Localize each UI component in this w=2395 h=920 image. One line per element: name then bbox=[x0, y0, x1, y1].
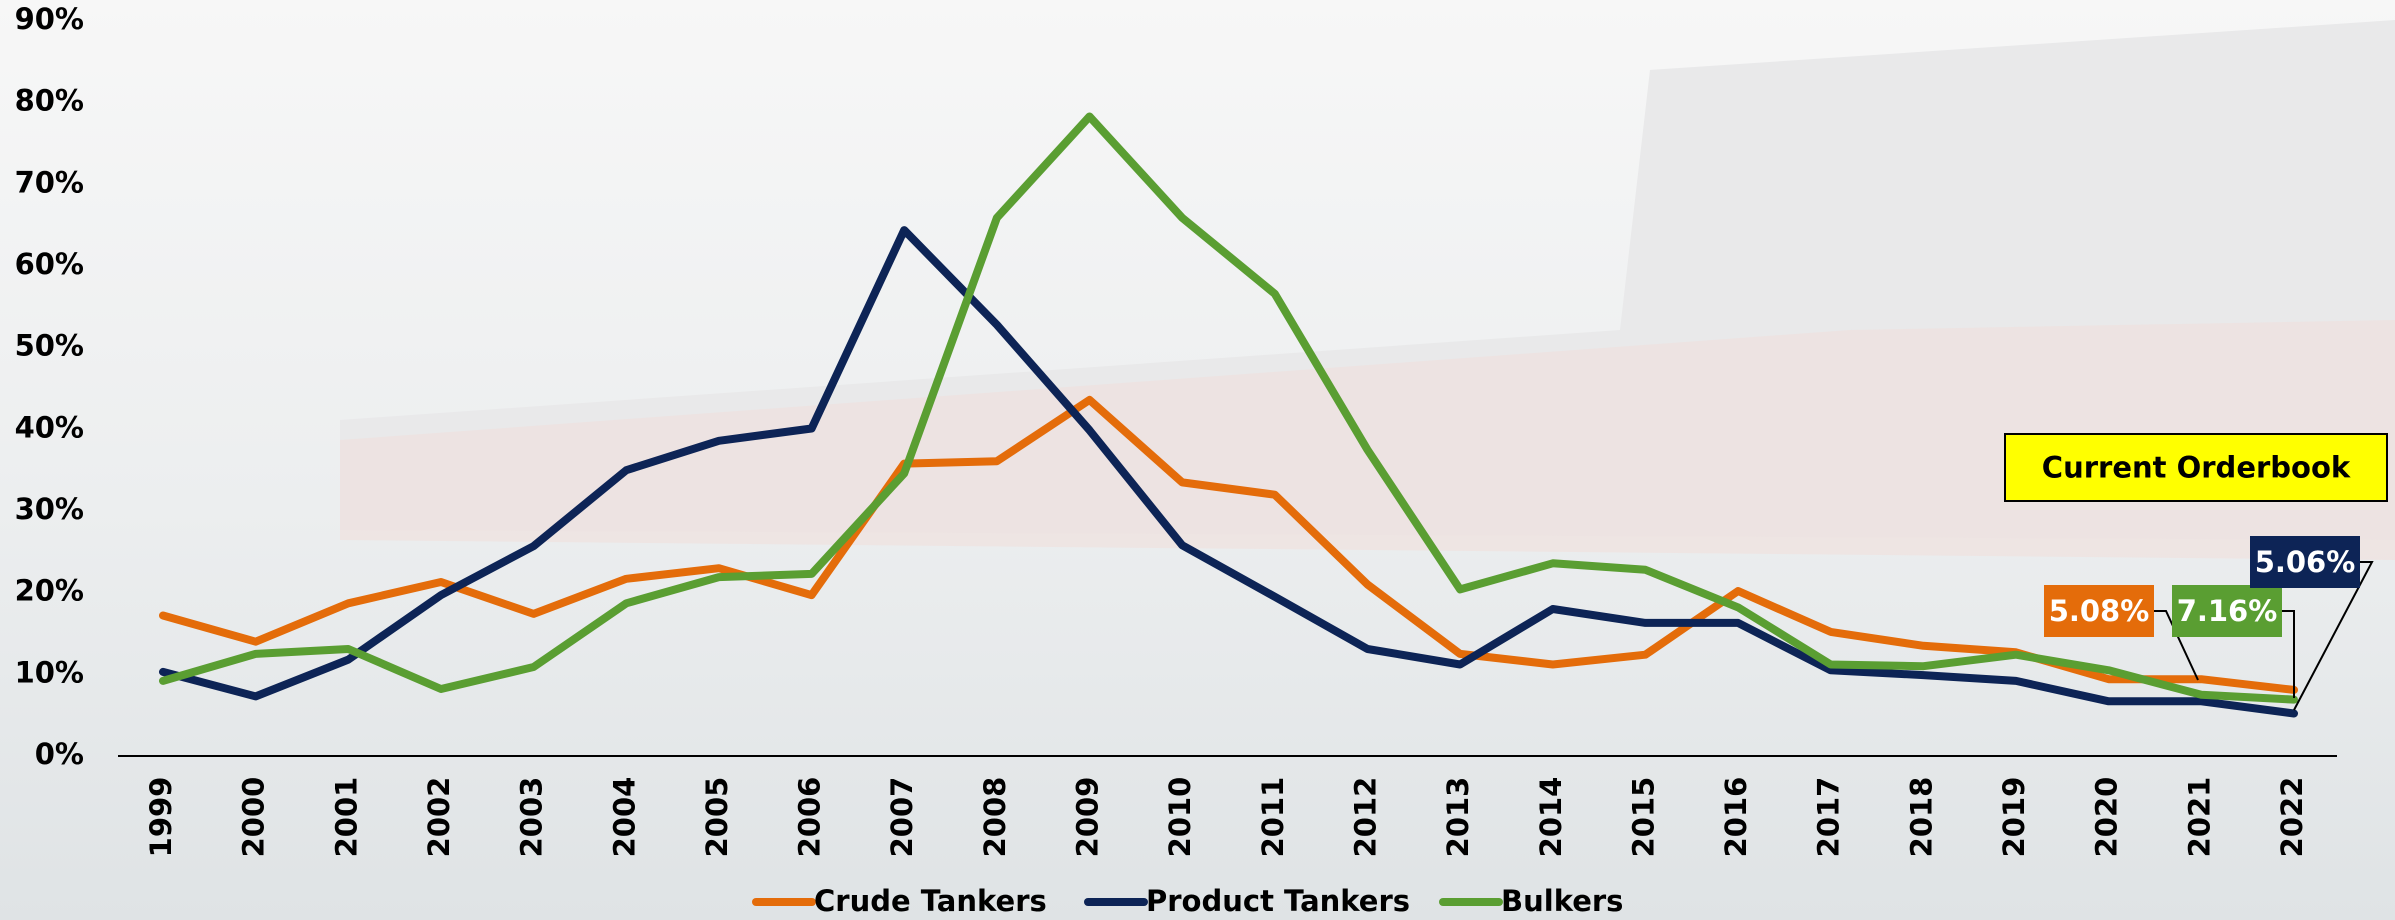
x-tick-label: 2007 bbox=[885, 777, 919, 858]
y-tick-label: 20% bbox=[15, 574, 84, 608]
y-tick-label: 90% bbox=[15, 2, 84, 36]
legend-label: Product Tankers bbox=[1146, 884, 1410, 918]
annotation-text: 5.06% bbox=[2255, 545, 2356, 579]
annotation-leader bbox=[2154, 610, 2199, 681]
x-tick-label: 2009 bbox=[1071, 777, 1105, 858]
x-tick-label: 2005 bbox=[700, 777, 734, 858]
x-tick-label: 2019 bbox=[1997, 777, 2031, 858]
y-tick-label: 0% bbox=[35, 737, 84, 771]
annotation-text: 7.16% bbox=[2177, 594, 2278, 628]
y-tick-label: 10% bbox=[15, 655, 84, 689]
x-tick-label: 2016 bbox=[1719, 777, 1753, 858]
ship-waterline bbox=[340, 320, 2395, 560]
x-tick-label: 2000 bbox=[237, 777, 271, 858]
y-tick-label: 30% bbox=[15, 492, 84, 526]
annotation-box bbox=[2004, 433, 2388, 502]
annotation-box bbox=[2250, 536, 2360, 588]
annotation-leader bbox=[2282, 610, 2295, 698]
x-tick-label: 2014 bbox=[1534, 777, 1568, 858]
x-tick-label: 2012 bbox=[1348, 777, 1382, 858]
x-tick-label: 2006 bbox=[793, 777, 827, 858]
annotation-box bbox=[2044, 585, 2154, 637]
series-line bbox=[159, 226, 2298, 718]
x-tick-label: 2002 bbox=[422, 777, 456, 858]
x-tick-label: 2022 bbox=[2275, 777, 2309, 858]
y-tick-label: 40% bbox=[15, 410, 84, 444]
x-tick-label: 2018 bbox=[1904, 777, 1938, 858]
x-tick-label: 2004 bbox=[607, 777, 641, 858]
y-tick-label: 50% bbox=[15, 329, 84, 363]
x-tick-label: 2001 bbox=[329, 777, 363, 858]
x-tick-label: 2020 bbox=[2090, 777, 2124, 858]
x-tick-label: 2008 bbox=[978, 777, 1012, 858]
x-tick-label: 2021 bbox=[2182, 777, 2216, 858]
x-tick-label: 2010 bbox=[1163, 777, 1197, 858]
annotation-text: 5.08% bbox=[2049, 594, 2150, 628]
series-line bbox=[159, 395, 2298, 694]
annotation-text: Current Orderbook bbox=[2042, 451, 2351, 485]
series-line bbox=[159, 112, 2298, 704]
y-tick-label: 60% bbox=[15, 247, 84, 281]
legend-label: Bulkers bbox=[1501, 884, 1623, 918]
x-tick-label: 2015 bbox=[1626, 777, 1660, 858]
x-tick-label: 1999 bbox=[144, 777, 178, 858]
annotation-leader bbox=[2293, 561, 2374, 711]
annotation-box bbox=[2172, 585, 2282, 637]
y-tick-label: 70% bbox=[15, 165, 84, 199]
legend-label: Crude Tankers bbox=[814, 884, 1047, 918]
x-tick-label: 2003 bbox=[515, 777, 549, 858]
y-tick-label: 80% bbox=[15, 84, 84, 118]
x-tick-label: 2011 bbox=[1256, 777, 1290, 858]
x-tick-label: 2017 bbox=[1812, 777, 1846, 858]
x-tick-label: 2013 bbox=[1441, 777, 1475, 858]
